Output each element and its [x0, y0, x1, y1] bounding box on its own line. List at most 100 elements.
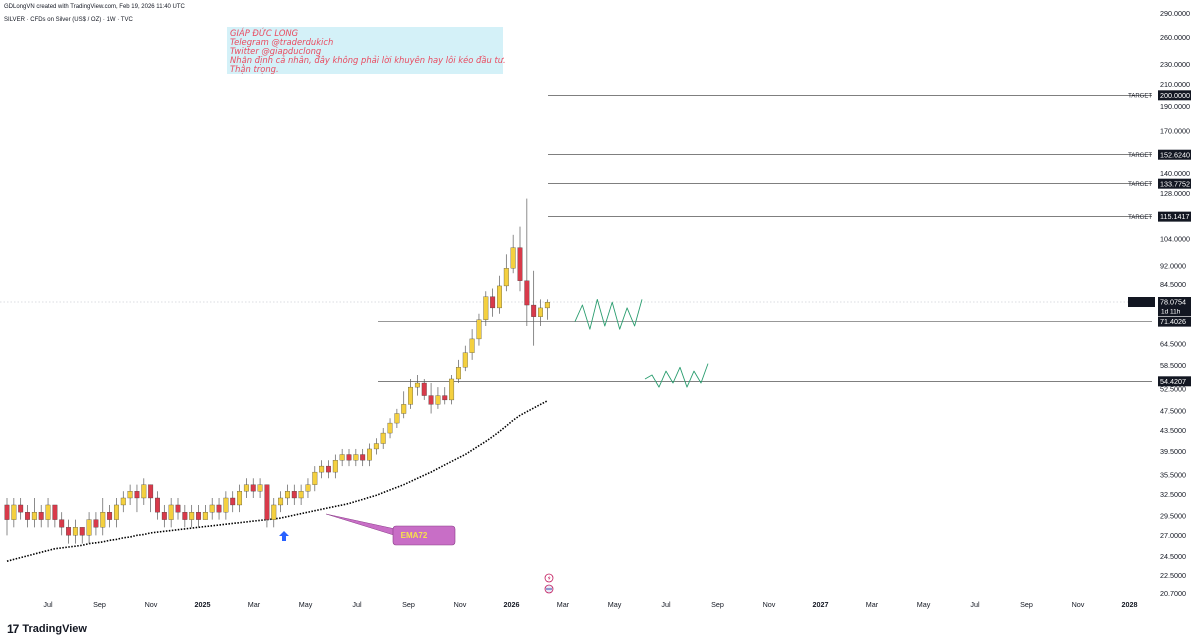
level-price-text: 133.7752 — [1160, 179, 1190, 188]
candle-body — [278, 497, 284, 506]
candle — [421, 378, 427, 400]
candle-body — [401, 404, 407, 414]
time-tick-label: Jul — [970, 600, 980, 609]
candle-body — [18, 504, 24, 513]
candle — [223, 491, 229, 520]
level-label: TARGET — [1128, 215, 1152, 221]
candle-body — [414, 382, 420, 388]
price-tick-label: 170.0000 — [1160, 127, 1190, 136]
candle — [291, 484, 297, 505]
level-price-tag — [1158, 178, 1191, 189]
candle — [319, 460, 325, 479]
candle-body — [31, 512, 37, 520]
candle — [387, 418, 393, 439]
time-tick-label: 2026 — [504, 600, 520, 609]
price-tick-label: 140.0000 — [1160, 169, 1190, 178]
price-tick-label: 128.0000 — [1160, 189, 1190, 198]
candle — [373, 438, 379, 455]
candle-body — [59, 519, 65, 528]
candle — [476, 313, 482, 346]
ema-callout-pointer — [325, 513, 401, 538]
candle-body — [367, 448, 372, 461]
candle-body — [462, 352, 468, 368]
current-price-text: 78.0754 — [1160, 298, 1186, 307]
candle — [531, 270, 537, 346]
candle-body — [209, 504, 215, 513]
time-axis[interactable]: Jul Sep Nov 2025 Mar May Jul Sep Nov 2026 Mar May Ju… — [43, 600, 1137, 609]
candle-body — [120, 497, 126, 506]
candle — [155, 491, 160, 520]
candle — [312, 466, 318, 492]
candle — [257, 478, 263, 498]
candle — [380, 428, 386, 449]
candle-body — [510, 247, 516, 269]
candle-body — [442, 395, 448, 401]
level-price-text: 152.6240 — [1160, 150, 1190, 159]
candle-body — [175, 504, 181, 513]
ema-callout-text: EMA72 — [401, 531, 428, 540]
candle — [483, 291, 489, 326]
candle-body — [257, 484, 263, 492]
candle — [284, 484, 290, 505]
candle — [79, 527, 85, 544]
candle — [394, 408, 400, 429]
candle — [161, 504, 167, 528]
candle-body — [538, 307, 543, 317]
price-tick-label: 24.5000 — [1160, 552, 1186, 561]
candle — [237, 484, 243, 513]
candle — [278, 491, 284, 513]
candle-body — [421, 382, 427, 396]
ema72-polyline — [6, 400, 548, 562]
time-tick-label: 2028 — [1122, 600, 1138, 609]
candle-body — [380, 432, 386, 444]
ema-callout-box — [392, 525, 456, 546]
level-price-text: 71.4026 — [1160, 317, 1186, 326]
brand-name: TradingView — [22, 623, 87, 635]
candle — [264, 484, 270, 528]
time-tick-label: Nov — [454, 600, 467, 609]
candle-body — [93, 519, 99, 528]
candle — [230, 491, 236, 513]
candle-body — [387, 422, 393, 434]
level-price-text: 54.4207 — [1160, 377, 1186, 386]
candle — [134, 484, 140, 513]
candle-body — [52, 504, 58, 520]
candle-body — [312, 471, 318, 485]
tradingview-brand[interactable]: 17 TradingView — [7, 622, 87, 636]
candle-body — [284, 491, 290, 499]
candle — [86, 512, 92, 544]
level-label: TARGET — [1128, 153, 1152, 159]
lightning-glyph-icon — [547, 575, 551, 581]
candle-body — [346, 454, 352, 461]
candle — [182, 504, 188, 528]
candle — [202, 504, 208, 520]
level-label: TARGET — [1128, 182, 1152, 188]
candle-body — [339, 454, 345, 461]
candle — [490, 288, 496, 317]
candle — [127, 484, 133, 505]
candle — [517, 226, 523, 292]
candle — [189, 504, 195, 528]
candle — [271, 497, 277, 528]
price-axis[interactable]: 290.0000 260.0000 230.0000 210.0000 190.0000… — [1160, 9, 1190, 598]
candle-body — [148, 484, 154, 499]
candle-body — [202, 512, 208, 520]
candle-body — [476, 319, 482, 340]
candle — [414, 375, 420, 396]
candle — [326, 460, 331, 479]
candle-body — [237, 491, 243, 506]
candle-body — [45, 504, 51, 520]
price-tick-label: 39.5000 — [1160, 447, 1186, 456]
candle-body — [107, 512, 113, 520]
candle — [332, 454, 338, 479]
candle — [120, 491, 126, 513]
candle-body — [38, 512, 44, 520]
price-tick-label: 29.5000 — [1160, 511, 1186, 520]
time-tick-label: Sep — [93, 600, 106, 609]
candle-body — [298, 491, 304, 499]
candle — [18, 497, 24, 520]
candle-body — [503, 268, 509, 287]
candle-body — [141, 484, 147, 499]
price-tick-label: 260.0000 — [1160, 33, 1190, 42]
